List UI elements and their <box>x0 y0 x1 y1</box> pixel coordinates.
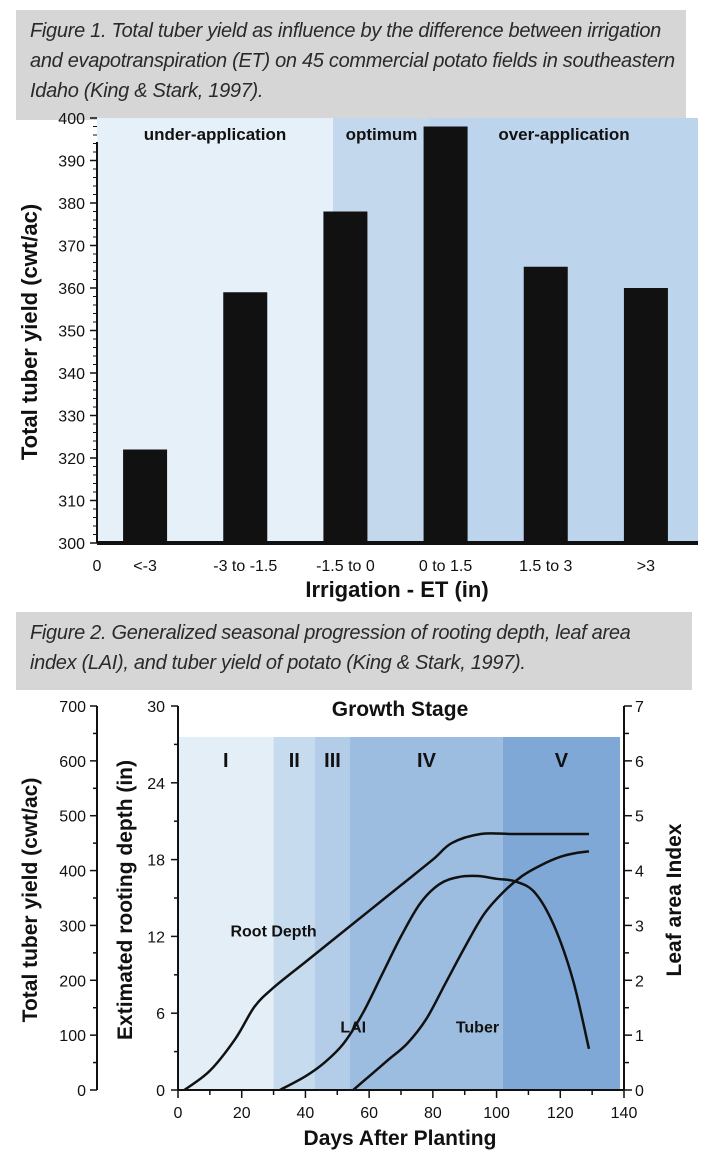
lai-axis-title: Leaf area Index <box>663 823 686 976</box>
lai-tick-label: 1 <box>635 1028 644 1045</box>
stage-band <box>273 737 315 1090</box>
lai-tick-label: 7 <box>635 699 644 716</box>
yield-tick-label: 700 <box>59 699 86 716</box>
x-tick-label: 140 <box>611 1105 638 1122</box>
y-tick-label: 350 <box>58 324 85 341</box>
rooting-tick-label: 30 <box>147 699 165 716</box>
curve-label: LAI <box>340 1019 366 1036</box>
figure1-labels: 0 <-3 -3 to -1.5 -1.5 to 0 0 to 1.5 1.5 to 3 >… <box>17 204 655 602</box>
y-tick-label: 300 <box>58 536 85 553</box>
x-tick-label: -3 to -1.5 <box>213 558 277 575</box>
rooting-axis-title: Extimated rooting depth (in) <box>114 760 137 1040</box>
stage-label: II <box>289 750 300 772</box>
stage-band <box>502 737 620 1090</box>
bar <box>223 292 268 543</box>
y-tick-label: 400 <box>58 111 85 128</box>
series-line-root-depth <box>183 832 589 1092</box>
lai-tick-label: 3 <box>635 918 644 935</box>
figure1-bars <box>123 126 668 543</box>
yield-tick-label: 300 <box>59 918 86 935</box>
x-origin-label: 0 <box>93 558 102 575</box>
rooting-tick-label: 18 <box>147 853 165 870</box>
y-tick-label: 330 <box>58 409 85 426</box>
x-tick-label: <-3 <box>133 558 157 575</box>
x-tick-label: 40 <box>297 1105 315 1122</box>
yield-axis-title: Total tuber yield (cwt/ac) <box>19 778 42 1023</box>
yield-tick-label: 500 <box>59 809 86 826</box>
rooting-tick-label: 0 <box>156 1083 165 1100</box>
x-tick-label: 0 <box>174 1105 183 1122</box>
figure2-labels: 0 20 40 60 80 100 120 1400612182430010020030040… <box>19 699 686 1150</box>
y-tick-label: 360 <box>58 281 85 298</box>
x-tick-label: 1.5 to 3 <box>519 558 572 575</box>
figure2-caption: Figure 2. Generalized seasonal progressi… <box>16 612 692 690</box>
lai-tick-label: 6 <box>635 754 644 771</box>
region-label: over-application <box>498 125 629 144</box>
y-tick-label: 320 <box>58 451 85 468</box>
y-tick-label: 380 <box>58 196 85 213</box>
region-label: under-application <box>144 125 287 144</box>
x-tick-label: 60 <box>360 1105 378 1122</box>
figure1-axes: 300 310 320 330 340 350 360 370 380 390 400 <box>58 111 698 553</box>
x-axis-title: Irrigation - ET (in) <box>305 577 488 602</box>
x-tick-label: 0 to 1.5 <box>419 558 472 575</box>
x-axis-title: Days After Planting <box>304 1127 497 1150</box>
figure1-bar-chart: under-application optimum over-application… <box>17 111 698 602</box>
stage-band <box>178 737 274 1090</box>
stage-label: I <box>223 750 229 772</box>
bar <box>423 126 468 543</box>
series-line-lai <box>279 874 591 1092</box>
y-tick-label: 390 <box>58 154 85 171</box>
bar <box>123 449 168 543</box>
x-tick-label: 100 <box>483 1105 510 1122</box>
y-axis-title: Total tuber yield (cwt/ac) <box>17 204 42 460</box>
stage-label: III <box>324 750 341 772</box>
x-tick-label: >3 <box>637 558 655 575</box>
figure1-caption: Figure 1. Total tuber yield as influence… <box>16 10 686 120</box>
figure2-axes <box>90 705 632 1098</box>
bar <box>623 288 668 543</box>
stage-label: IV <box>417 750 437 772</box>
rooting-tick-label: 6 <box>156 1006 165 1023</box>
yield-tick-label: 600 <box>59 754 86 771</box>
x-tick-label: 120 <box>547 1105 574 1122</box>
region-label: optimum <box>346 125 418 144</box>
yield-tick-label: 400 <box>59 864 86 881</box>
lai-tick-label: 5 <box>635 809 644 826</box>
stage-label: V <box>555 750 569 772</box>
yield-tick-label: 200 <box>59 973 86 990</box>
lai-tick-label: 4 <box>635 864 644 881</box>
x-tick-label: 80 <box>424 1105 442 1122</box>
yield-tick-label: 100 <box>59 1028 86 1045</box>
curve-label: Root Depth <box>230 923 316 940</box>
rooting-tick-label: 12 <box>147 929 165 946</box>
figure2-curves <box>183 832 591 1092</box>
curve-label: Tuber <box>456 1019 499 1036</box>
stage-band <box>314 737 351 1090</box>
chart-title: Growth Stage <box>332 698 469 721</box>
x-tick-label: 20 <box>233 1105 251 1122</box>
lai-tick-label: 2 <box>635 973 644 990</box>
bar <box>323 211 368 543</box>
x-tick-label: -1.5 to 0 <box>316 558 375 575</box>
stage-band <box>350 737 503 1090</box>
y-tick-label: 370 <box>58 239 85 256</box>
rooting-tick-label: 24 <box>147 776 165 793</box>
y-tick-label: 310 <box>58 494 85 511</box>
yield-tick-label: 0 <box>77 1083 86 1100</box>
bar <box>523 266 568 543</box>
lai-tick-label: 0 <box>635 1083 644 1100</box>
y-tick-label: 340 <box>58 366 85 383</box>
series-line-tuber <box>352 850 590 1091</box>
